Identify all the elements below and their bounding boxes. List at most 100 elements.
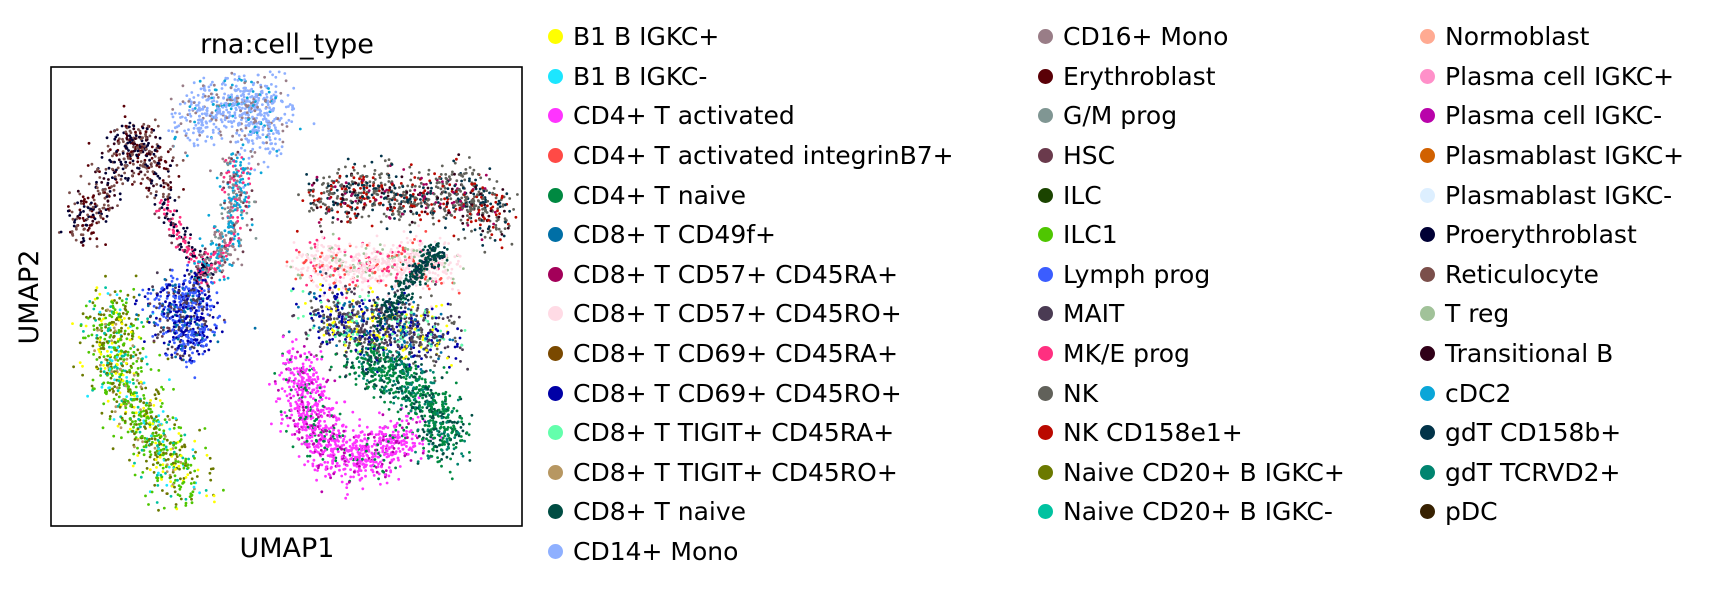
scatter-point <box>235 94 239 98</box>
scatter-point <box>104 167 108 171</box>
scatter-point <box>309 202 313 205</box>
scatter-point <box>150 416 154 420</box>
scatter-point <box>232 237 236 241</box>
scatter-point <box>238 106 241 109</box>
scatter-point <box>305 173 308 176</box>
scatter-point <box>447 211 450 215</box>
scatter-point <box>186 246 190 250</box>
scatter-point <box>152 152 156 156</box>
scatter-point <box>218 269 222 273</box>
scatter-point <box>341 296 345 299</box>
scatter-point <box>327 299 331 303</box>
scatter-point <box>204 279 207 282</box>
scatter-point <box>443 209 447 213</box>
scatter-point <box>145 401 149 405</box>
scatter-point <box>193 271 197 275</box>
scatter-point <box>169 274 173 278</box>
scatter-point <box>271 109 274 113</box>
scatter-point <box>361 195 364 199</box>
scatter-point <box>232 102 236 106</box>
scatter-point <box>142 381 146 385</box>
scatter-point <box>158 463 162 467</box>
scatter-point <box>443 197 446 201</box>
scatter-point <box>349 221 352 224</box>
scatter-point <box>498 212 501 216</box>
scatter-point <box>111 447 115 451</box>
scatter-point <box>380 172 383 176</box>
scatter-point <box>503 217 507 221</box>
scatter-point <box>150 145 154 149</box>
scatter-point <box>182 315 185 319</box>
scatter-point <box>205 269 209 273</box>
scatter-point <box>231 114 235 118</box>
scatter-point <box>88 315 92 319</box>
scatter-point <box>175 507 179 511</box>
scatter-point <box>112 184 116 188</box>
scatter-point <box>123 171 126 175</box>
scatter-point <box>177 319 181 323</box>
scatter-point <box>127 332 130 336</box>
scatter-point <box>495 180 499 183</box>
scatter-point <box>169 447 173 451</box>
scatter-point <box>227 193 231 196</box>
scatter-point <box>159 294 163 298</box>
scatter-point <box>185 365 189 369</box>
scatter-point <box>191 448 195 451</box>
scatter-point <box>223 238 226 242</box>
scatter-point <box>383 159 387 163</box>
scatter-point <box>295 256 299 259</box>
scatter-point <box>250 189 254 193</box>
scatter-point <box>223 199 227 203</box>
scatter-point <box>190 477 194 481</box>
scatter-point <box>341 197 345 201</box>
scatter-point <box>73 202 77 206</box>
scatter-point <box>122 402 126 405</box>
scatter-point <box>241 181 245 185</box>
scatter-point <box>210 115 214 119</box>
scatter-point <box>159 330 163 334</box>
scatter-point <box>123 332 127 336</box>
scatter-point <box>183 240 187 243</box>
scatter-point <box>452 159 456 163</box>
scatter-point <box>379 201 383 205</box>
scatter-point <box>510 242 514 246</box>
scatter-point <box>198 297 201 300</box>
scatter-point <box>164 181 168 185</box>
scatter-point <box>376 258 380 262</box>
scatter-point <box>74 238 78 242</box>
scatter-point <box>434 304 438 308</box>
scatter-point <box>191 107 195 111</box>
scatter-point <box>93 304 97 308</box>
scatter-point <box>150 131 154 134</box>
scatter-point <box>154 193 158 197</box>
scatter-point <box>321 235 324 239</box>
scatter-point <box>285 125 289 128</box>
scatter-point <box>448 177 452 181</box>
scatter-point <box>161 489 164 492</box>
scatter-point <box>453 255 457 259</box>
scatter-point <box>144 130 148 134</box>
scatter-point <box>155 190 158 194</box>
scatter-point <box>213 331 217 334</box>
scatter-point <box>251 90 255 93</box>
scatter-point <box>264 118 268 121</box>
scatter-point <box>223 260 227 264</box>
scatter-point <box>184 497 188 501</box>
scatter-point <box>109 130 113 134</box>
scatter-point <box>213 323 217 327</box>
scatter-point <box>118 383 121 387</box>
scatter-point <box>336 171 339 175</box>
scatter-point <box>158 136 162 140</box>
scatter-point <box>374 187 378 190</box>
scatter-point <box>364 252 368 256</box>
scatter-point <box>83 198 86 201</box>
scatter-point <box>166 203 170 207</box>
scatter-point <box>154 458 158 462</box>
scatter-point <box>174 355 178 359</box>
scatter-point <box>171 222 175 225</box>
scatter-point <box>232 183 236 187</box>
scatter-point <box>176 460 180 464</box>
scatter-point <box>251 142 255 145</box>
scatter-point <box>468 212 472 216</box>
scatter-point <box>214 270 218 274</box>
